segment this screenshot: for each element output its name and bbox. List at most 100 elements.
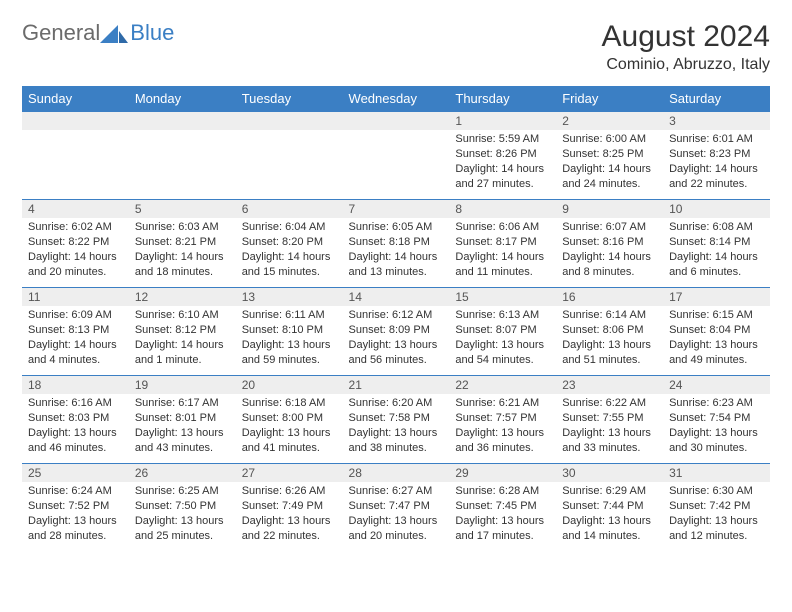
sunrise-text: Sunrise: 6:20 AM — [349, 396, 444, 411]
daylight-text: Daylight: 13 hours and 49 minutes. — [669, 338, 764, 368]
daylight-text: Daylight: 14 hours and 27 minutes. — [455, 162, 550, 192]
sunrise-text: Sunrise: 6:28 AM — [455, 484, 550, 499]
col-thursday: Thursday — [449, 86, 556, 111]
day-data: Sunrise: 6:08 AMSunset: 8:14 PMDaylight:… — [663, 218, 770, 283]
calendar-week-row: 1Sunrise: 5:59 AMSunset: 8:26 PMDaylight… — [22, 111, 770, 199]
sunrise-text: Sunrise: 6:16 AM — [28, 396, 123, 411]
sunset-text: Sunset: 8:03 PM — [28, 411, 123, 426]
day-number: 21 — [343, 375, 450, 394]
daylight-text: Daylight: 13 hours and 38 minutes. — [349, 426, 444, 456]
day-number — [22, 111, 129, 130]
calendar-week-row: 4Sunrise: 6:02 AMSunset: 8:22 PMDaylight… — [22, 199, 770, 287]
calendar-day-cell: 15Sunrise: 6:13 AMSunset: 8:07 PMDayligh… — [449, 287, 556, 375]
logo-text-blue: Blue — [130, 20, 174, 46]
day-data: Sunrise: 6:17 AMSunset: 8:01 PMDaylight:… — [129, 394, 236, 459]
day-data: Sunrise: 6:04 AMSunset: 8:20 PMDaylight:… — [236, 218, 343, 283]
calendar-day-cell: 1Sunrise: 5:59 AMSunset: 8:26 PMDaylight… — [449, 111, 556, 199]
calendar-week-row: 18Sunrise: 6:16 AMSunset: 8:03 PMDayligh… — [22, 375, 770, 463]
day-data: Sunrise: 6:09 AMSunset: 8:13 PMDaylight:… — [22, 306, 129, 371]
sunset-text: Sunset: 8:00 PM — [242, 411, 337, 426]
day-number: 19 — [129, 375, 236, 394]
calendar-day-cell: 20Sunrise: 6:18 AMSunset: 8:00 PMDayligh… — [236, 375, 343, 463]
day-number: 11 — [22, 287, 129, 306]
day-number: 27 — [236, 463, 343, 482]
sunrise-text: Sunrise: 6:03 AM — [135, 220, 230, 235]
calendar-day-cell: 30Sunrise: 6:29 AMSunset: 7:44 PMDayligh… — [556, 463, 663, 551]
col-saturday: Saturday — [663, 86, 770, 111]
day-data: Sunrise: 6:13 AMSunset: 8:07 PMDaylight:… — [449, 306, 556, 371]
sunset-text: Sunset: 8:25 PM — [562, 147, 657, 162]
calendar-day-cell: 24Sunrise: 6:23 AMSunset: 7:54 PMDayligh… — [663, 375, 770, 463]
calendar-day-cell: 21 Sunrise: 6:20 AMSunset: 7:58 PMDayligh… — [343, 375, 450, 463]
day-number — [236, 111, 343, 130]
calendar-day-cell: 29Sunrise: 6:28 AMSunset: 7:45 PMDayligh… — [449, 463, 556, 551]
col-friday: Friday — [556, 86, 663, 111]
sunrise-text: Sunrise: 6:17 AM — [135, 396, 230, 411]
calendar-day-cell: 22Sunrise: 6:21 AMSunset: 7:57 PMDayligh… — [449, 375, 556, 463]
day-data: Sunrise: 6:10 AMSunset: 8:12 PMDaylight:… — [129, 306, 236, 371]
sunset-text: Sunset: 8:22 PM — [28, 235, 123, 250]
day-data: Sunrise: 6:11 AMSunset: 8:10 PMDaylight:… — [236, 306, 343, 371]
calendar-week-row: 25Sunrise: 6:24 AMSunset: 7:52 PMDayligh… — [22, 463, 770, 551]
day-number: 29 — [449, 463, 556, 482]
day-data: Sunrise: 6:03 AMSunset: 8:21 PMDaylight:… — [129, 218, 236, 283]
sunset-text: Sunset: 8:17 PM — [455, 235, 550, 250]
calendar-day-cell — [343, 111, 450, 199]
sunset-text: Sunset: 8:10 PM — [242, 323, 337, 338]
sunset-text: Sunset: 7:58 PM — [349, 411, 444, 426]
calendar-day-cell: 9Sunrise: 6:07 AMSunset: 8:16 PMDaylight… — [556, 199, 663, 287]
logo: General Blue — [22, 20, 174, 46]
calendar-day-cell: 14Sunrise: 6:12 AMSunset: 8:09 PMDayligh… — [343, 287, 450, 375]
sunrise-text: Sunrise: 6:07 AM — [562, 220, 657, 235]
sunrise-text: Sunrise: 6:00 AM — [562, 132, 657, 147]
day-number: 9 — [556, 199, 663, 218]
sunrise-text: Sunrise: 6:10 AM — [135, 308, 230, 323]
sunset-text: Sunset: 8:13 PM — [28, 323, 123, 338]
sunrise-text: Sunrise: 5:59 AM — [455, 132, 550, 147]
sunset-text: Sunset: 8:06 PM — [562, 323, 657, 338]
sunset-text: Sunset: 7:50 PM — [135, 499, 230, 514]
sunset-text: Sunset: 8:04 PM — [669, 323, 764, 338]
sunrise-text: Sunrise: 6:04 AM — [242, 220, 337, 235]
daylight-text: Daylight: 14 hours and 20 minutes. — [28, 250, 123, 280]
calendar-day-cell: 2 Sunrise: 6:00 AMSunset: 8:25 PMDaylight… — [556, 111, 663, 199]
col-sunday: Sunday — [22, 86, 129, 111]
calendar-day-cell: 25Sunrise: 6:24 AMSunset: 7:52 PMDayligh… — [22, 463, 129, 551]
daylight-text: Daylight: 14 hours and 11 minutes. — [455, 250, 550, 280]
sunrise-text: Sunrise: 6:21 AM — [455, 396, 550, 411]
day-data: Sunrise: 6:29 AMSunset: 7:44 PMDaylight:… — [556, 482, 663, 547]
calendar-day-cell: 19Sunrise: 6:17 AMSunset: 8:01 PMDayligh… — [129, 375, 236, 463]
day-data: Sunrise: 6:23 AMSunset: 7:54 PMDaylight:… — [663, 394, 770, 459]
sunset-text: Sunset: 8:23 PM — [669, 147, 764, 162]
daylight-text: Daylight: 13 hours and 30 minutes. — [669, 426, 764, 456]
day-number: 23 — [556, 375, 663, 394]
day-number: 6 — [236, 199, 343, 218]
sunset-text: Sunset: 8:21 PM — [135, 235, 230, 250]
day-data: Sunrise: 6:02 AMSunset: 8:22 PMDaylight:… — [22, 218, 129, 283]
day-number: 14 — [343, 287, 450, 306]
calendar-day-cell: 7Sunrise: 6:05 AMSunset: 8:18 PMDaylight… — [343, 199, 450, 287]
sunrise-text: Sunrise: 6:14 AM — [562, 308, 657, 323]
day-number: 28 — [343, 463, 450, 482]
day-data: Sunrise: 6:14 AMSunset: 8:06 PMDaylight:… — [556, 306, 663, 371]
col-wednesday: Wednesday — [343, 86, 450, 111]
sunset-text: Sunset: 7:57 PM — [455, 411, 550, 426]
day-number: 8 — [449, 199, 556, 218]
day-number: 10 — [663, 199, 770, 218]
sunset-text: Sunset: 8:07 PM — [455, 323, 550, 338]
day-data: Sunrise: 6:21 AMSunset: 7:57 PMDaylight:… — [449, 394, 556, 459]
day-number: 13 — [236, 287, 343, 306]
day-data: Sunrise: 6:28 AMSunset: 7:45 PMDaylight:… — [449, 482, 556, 547]
daylight-text: Daylight: 14 hours and 13 minutes. — [349, 250, 444, 280]
sunset-text: Sunset: 8:09 PM — [349, 323, 444, 338]
daylight-text: Daylight: 14 hours and 24 minutes. — [562, 162, 657, 192]
sunrise-text: Sunrise: 6:01 AM — [669, 132, 764, 147]
sunset-text: Sunset: 7:47 PM — [349, 499, 444, 514]
day-data: Sunrise: 6:22 AMSunset: 7:55 PMDaylight:… — [556, 394, 663, 459]
day-data: Sunrise: 6:27 AMSunset: 7:47 PMDaylight:… — [343, 482, 450, 547]
day-number: 2 — [556, 111, 663, 130]
calendar-day-cell: 26Sunrise: 6:25 AMSunset: 7:50 PMDayligh… — [129, 463, 236, 551]
sunset-text: Sunset: 8:01 PM — [135, 411, 230, 426]
sunrise-text: Sunrise: 6:22 AM — [562, 396, 657, 411]
daylight-text: Daylight: 14 hours and 4 minutes. — [28, 338, 123, 368]
